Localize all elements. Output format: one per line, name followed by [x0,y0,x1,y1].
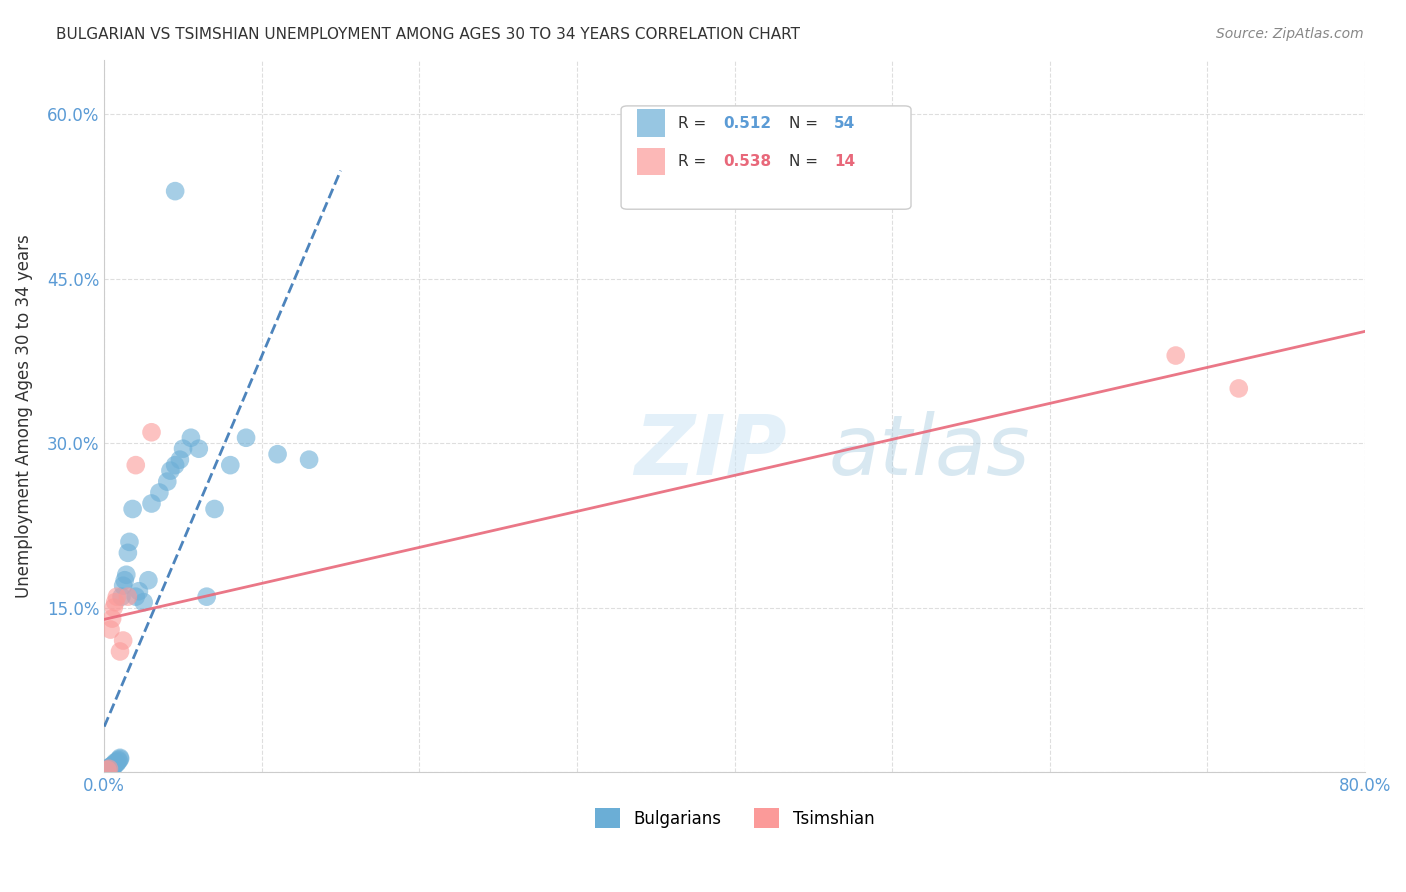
Point [219,458,242,472]
Point [98,762,121,776]
Point [104,756,127,771]
Point [96,763,118,777]
Point [104,755,127,769]
Point [100,759,122,773]
Point [98,763,121,777]
Point [100,623,122,637]
Text: BULGARIAN VS TSIMSHIAN UNEMPLOYMENT AMONG AGES 30 TO 34 YEARS CORRELATION CHART: BULGARIAN VS TSIMSHIAN UNEMPLOYMENT AMON… [56,27,800,42]
Point [118,534,141,549]
Point [104,595,127,609]
Point [107,753,129,767]
Point [96,762,118,776]
Point [235,431,257,445]
FancyBboxPatch shape [621,106,911,210]
Point [103,600,125,615]
Text: 0.538: 0.538 [723,154,772,169]
Point [204,502,226,516]
Point [165,184,187,198]
Text: 0.512: 0.512 [723,115,772,130]
Point [180,431,202,445]
Text: 54: 54 [834,115,855,130]
Point [125,458,148,472]
Point [138,573,160,587]
Point [117,590,139,604]
Text: ZIP: ZIP [634,411,786,492]
Point [114,573,136,587]
Point [105,756,128,771]
Bar [637,110,665,136]
Point [121,502,143,516]
Text: R =: R = [678,115,711,130]
Y-axis label: Unemployment Among Ages 30 to 34 years: Unemployment Among Ages 30 to 34 years [15,234,32,598]
Text: N =: N = [789,154,823,169]
Point [98,762,121,776]
Point [101,758,124,772]
Point [266,447,288,461]
Point [148,485,170,500]
Point [105,590,128,604]
Point [169,452,191,467]
Point [298,452,321,467]
Point [108,644,131,658]
Point [195,590,218,604]
Bar [637,148,665,175]
Point [100,761,122,775]
Point [159,464,181,478]
Point [107,754,129,768]
Point [141,496,163,510]
Point [125,590,148,604]
Point [108,751,131,765]
Point [94,764,117,778]
Point [94,763,117,777]
Point [101,611,124,625]
Point [100,762,122,776]
Point [104,757,127,772]
Point [101,761,124,775]
Text: Source: ZipAtlas.com: Source: ZipAtlas.com [1216,27,1364,41]
Point [1227,381,1250,395]
Point [117,546,139,560]
Point [103,759,125,773]
Point [98,762,121,776]
Point [112,579,135,593]
Point [165,458,187,472]
Text: N =: N = [789,115,823,130]
Point [1164,349,1187,363]
Point [98,761,121,775]
Point [132,595,155,609]
Point [108,752,131,766]
Point [96,763,118,777]
Point [128,584,150,599]
Point [103,757,125,772]
Text: atlas: atlas [830,411,1031,492]
Point [112,633,135,648]
Point [103,758,125,772]
Point [110,590,132,604]
Point [115,567,138,582]
Text: 14: 14 [834,154,855,169]
Point [187,442,209,456]
Point [141,425,163,440]
Point [96,764,118,778]
Point [105,755,128,769]
Point [101,759,124,773]
Point [172,442,194,456]
Legend: Bulgarians, Tsimshian: Bulgarians, Tsimshian [588,801,882,835]
Point [156,475,179,489]
Text: R =: R = [678,154,711,169]
